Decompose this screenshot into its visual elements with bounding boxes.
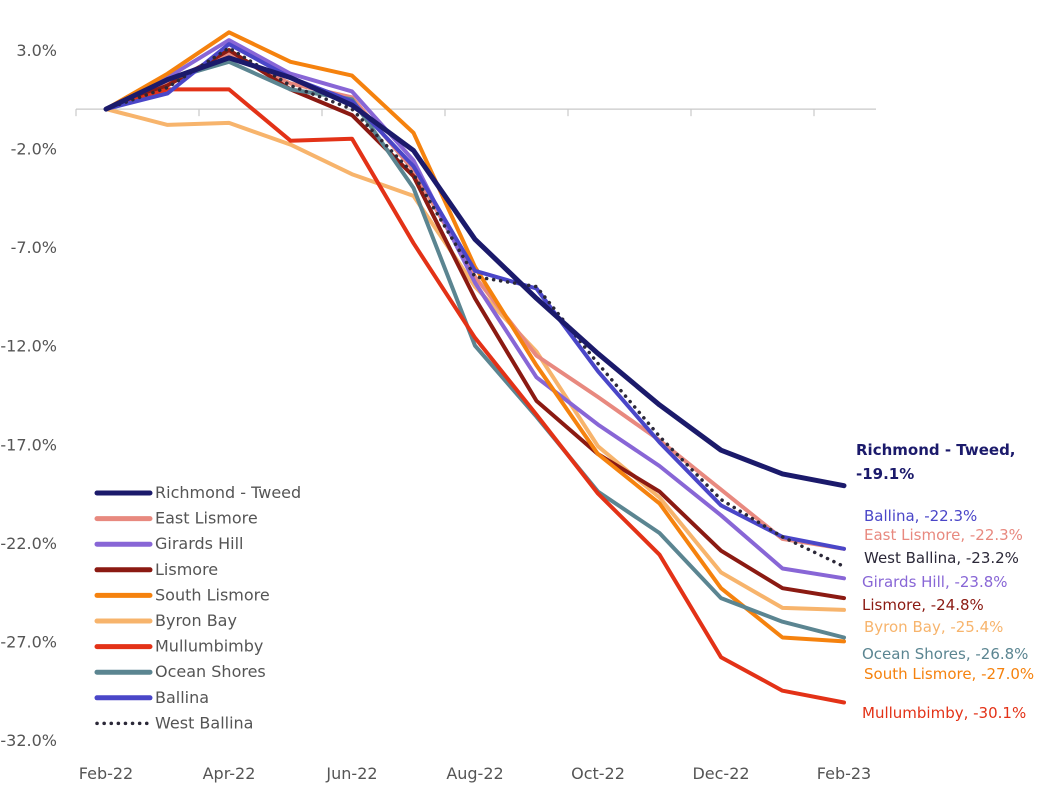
- series-line-byron-bay: [104, 107, 846, 612]
- legend-label: Mullumbimby: [155, 637, 263, 656]
- y-tick-label: -12.0%: [0, 337, 57, 356]
- series-line-ballina: [104, 42, 846, 551]
- x-tick-label: Oct-22: [571, 764, 625, 783]
- legend: Richmond - Tweed East Lismore Girards Hill…: [94, 483, 301, 732]
- legend-label: Ballina: [155, 688, 209, 707]
- y-tick-label: -27.0%: [0, 632, 57, 651]
- series-end-label: Mullumbimby, -30.1%: [862, 704, 1026, 722]
- series-end-label: Ballina, -22.3%: [864, 507, 977, 525]
- x-tick-label: Apr-22: [203, 764, 256, 783]
- legend-label: Lismore: [155, 560, 218, 579]
- series-end-label: Girards Hill, -23.8%: [862, 573, 1008, 591]
- x-tick-label: Aug-22: [446, 764, 503, 783]
- series-end-label: East Lismore, -22.3%: [864, 526, 1023, 544]
- x-axis-tick-labels: Feb-22 Apr-22 Jun-22 Aug-22 Oct-22 Dec-22 Feb-…: [79, 764, 871, 783]
- x-tick-label: Jun-22: [325, 764, 377, 783]
- series-line-girards-hill: [104, 38, 846, 581]
- series-end-label: Ocean Shores, -26.8%: [862, 645, 1028, 663]
- series-end-labels: Richmond - Tweed, -19.1% East Lismore, -22…: [856, 441, 1034, 722]
- legend-label: South Lismore: [155, 585, 270, 604]
- series-end-label: Byron Bay, -25.4%: [864, 618, 1003, 636]
- axis-layer: [75, 108, 876, 117]
- x-tick-label: Feb-22: [79, 764, 133, 783]
- y-tick-label: -22.0%: [0, 534, 57, 553]
- series-line-mullumbimby: [104, 87, 846, 705]
- series-end-label: Richmond - Tweed,: [856, 441, 1016, 459]
- legend-label: Girards Hill: [155, 534, 243, 553]
- series-line-richmond-tweed: [103, 55, 847, 489]
- y-tick-label: -32.0%: [0, 731, 57, 750]
- legend-label: Ocean Shores: [155, 662, 266, 681]
- y-axis-tick-labels: 3.0% -2.0% -7.0% -12.0% -17.0% -22.0% -27.0% -3…: [0, 41, 57, 750]
- legend-label: Richmond - Tweed: [155, 483, 301, 502]
- x-tick-label: Feb-23: [817, 764, 871, 783]
- legend-label: East Lismore: [155, 509, 258, 528]
- legend-label: Byron Bay: [155, 611, 237, 630]
- y-tick-label: 3.0%: [16, 41, 57, 60]
- series-line-lismore: [104, 48, 846, 601]
- y-tick-label: -17.0%: [0, 435, 57, 454]
- series-end-label: -19.1%: [856, 465, 914, 483]
- series-line-west-ballina: [104, 46, 846, 569]
- legend-label: West Ballina: [155, 713, 253, 732]
- series-end-label: West Ballina, -23.2%: [864, 549, 1019, 567]
- series-end-label: Lismore, -24.8%: [862, 596, 984, 614]
- x-tick-label: Dec-22: [692, 764, 749, 783]
- series-line-east-lismore: [104, 51, 846, 551]
- series-lines: [103, 30, 847, 705]
- series-line-ocean-shores: [104, 59, 846, 640]
- y-tick-label: -7.0%: [11, 238, 57, 257]
- series-end-label: South Lismore, -27.0%: [864, 665, 1034, 683]
- y-tick-label: -2.0%: [11, 140, 57, 159]
